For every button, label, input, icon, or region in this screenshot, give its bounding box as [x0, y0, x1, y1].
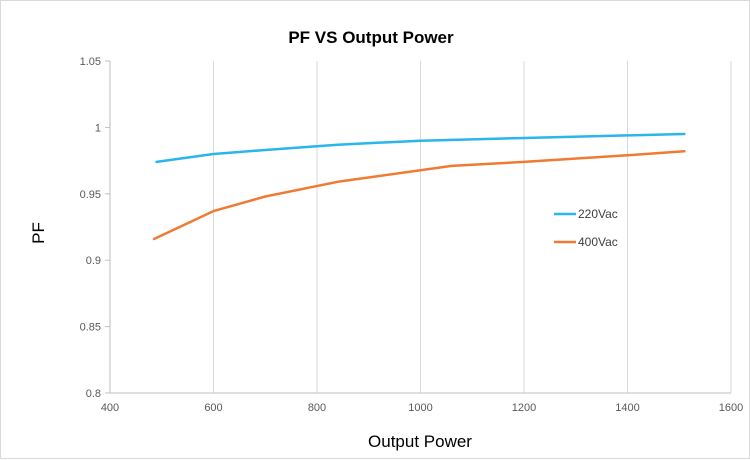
y-tick-label: 0.8	[86, 388, 101, 400]
legend-label-220vac: 220Vac	[578, 207, 618, 221]
y-tick-label: 0.9	[86, 255, 101, 267]
axes	[105, 60, 731, 394]
x-tick-label: 1200	[512, 402, 536, 414]
y-tick-labels: 0.8 0.85 0.9 0.95 1 1.05	[80, 56, 101, 400]
grid-lines	[213, 61, 732, 393]
y-axis-title: PF	[29, 222, 48, 244]
y-tick-label: 0.85	[80, 322, 101, 334]
x-tick-label: 400	[101, 402, 119, 414]
y-tick-label: 1.05	[80, 56, 101, 68]
x-tick-label: 1000	[408, 402, 432, 414]
legend: 220Vac 400Vac	[554, 207, 618, 249]
chart-title: PF VS Output Power	[288, 28, 454, 47]
x-tick-label: 1600	[719, 402, 743, 414]
x-tick-label: 800	[308, 402, 326, 414]
x-axis-title: Output Power	[368, 432, 472, 451]
y-tick-label: 1	[95, 122, 101, 134]
y-tick-label: 0.95	[80, 189, 101, 201]
x-tick-label: 1400	[615, 402, 639, 414]
x-tick-label: 600	[204, 402, 222, 414]
series-line-400vac	[152, 150, 686, 241]
legend-label-400vac: 400Vac	[578, 235, 618, 249]
series-lines	[152, 132, 686, 241]
x-tick-labels: 400 600 800 1000 1200 1400 1600	[101, 402, 743, 414]
series-line-220vac	[155, 132, 686, 164]
